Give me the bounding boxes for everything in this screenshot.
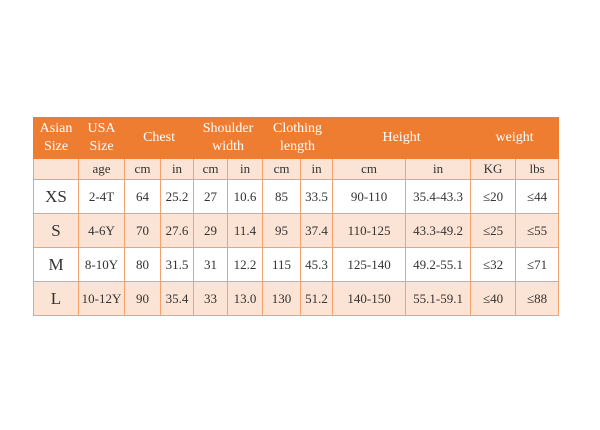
size-row: L 10-12Y 90 35.4 33 13.0 130 51.2 140-150 55.1-59… [33,281,560,316]
table-cell: 8-10Y [78,247,125,282]
table-cell: ≤20 [470,179,517,214]
table-cell: 110-125 [332,213,407,248]
subheader-cell: age [78,158,125,180]
header-cell: Shoulder width [193,117,264,159]
size-row: XS 2-4T 64 25.2 27 10.6 85 33.5 90-110 35.4-43.3 ≤… [33,179,560,214]
table-cell: 49.2-55.1 [405,247,472,282]
table-cell: 45.3 [300,247,334,282]
table-cell: ≤44 [515,179,560,214]
table-cell: 70 [124,213,161,248]
table-cell: 64 [124,179,161,214]
header-cell: Clothing length [262,117,334,159]
table-cell: 10-12Y [78,281,125,316]
subheader-cell: cm [332,158,407,180]
table-cell: 130 [262,281,302,316]
subheader-cell: in [227,158,264,180]
table-cell: 35.4-43.3 [405,179,472,214]
table-cell: 95 [262,213,302,248]
table-cell: ≤71 [515,247,560,282]
table-cell: 85 [262,179,302,214]
table-cell: 4-6Y [78,213,125,248]
subheader-cell: cm [124,158,161,180]
table-cell: ≤88 [515,281,560,316]
subheader-cell: cm [262,158,302,180]
table-cell: 27.6 [159,213,195,248]
table-cell: ≤55 [515,213,560,248]
table-cell: 90 [124,281,161,316]
table-cell: 80 [124,247,161,282]
table-cell: 33.5 [300,179,334,214]
table-cell: 43.3-49.2 [405,213,472,248]
table-cell: ≤32 [470,247,517,282]
table-cell: 31 [193,247,229,282]
table-cell: XS [33,179,79,214]
table-cell: 25.2 [159,179,195,214]
table-cell: ≤25 [470,213,517,248]
table-cell: 35.4 [159,281,195,316]
header-cell: Asian Size [33,117,79,159]
table-cell: 2-4T [78,179,125,214]
table-cell: S [33,213,79,248]
table-body: Asian Size USA Size Chest Shoulder width Clo… [33,117,560,316]
subheader-cell: lbs [515,158,560,180]
subheader-cell: in [159,158,195,180]
subheader-cell [33,158,79,180]
size-row: S 4-6Y 70 27.6 29 11.4 95 37.4 110-125 43.3-49.2 ≤… [33,213,560,248]
header-cell: weight [470,117,560,159]
table-cell: 37.4 [300,213,334,248]
size-row: M 8-10Y 80 31.5 31 12.2 115 45.3 125-140 49.2-55.… [33,247,560,282]
table-cell: 29 [193,213,229,248]
table-cell: 13.0 [227,281,264,316]
header-cell: Height [332,117,472,159]
table-cell: M [33,247,79,282]
table-cell: ≤40 [470,281,517,316]
table-cell: 11.4 [227,213,264,248]
table-cell: 33 [193,281,229,316]
header-row: Asian Size USA Size Chest Shoulder width Clo… [33,117,560,159]
table-cell: 115 [262,247,302,282]
table-cell: 12.2 [227,247,264,282]
table-cell: 51.2 [300,281,334,316]
header-cell: USA Size [78,117,125,159]
subheader-row: age cm in cm in cm in cm in KG lbs [33,158,560,180]
table-cell: 90-110 [332,179,407,214]
table-cell: 10.6 [227,179,264,214]
table-cell: 55.1-59.1 [405,281,472,316]
table-cell: 140-150 [332,281,407,316]
subheader-cell: in [300,158,334,180]
header-cell: Chest [123,117,195,159]
subheader-cell: in [405,158,472,180]
table-cell: 27 [193,179,229,214]
table-cell: 125-140 [332,247,407,282]
table-cell: 31.5 [159,247,195,282]
size-table: Asian Size USA Size Chest Shoulder width Clo… [33,117,560,316]
table-cell: L [33,281,79,316]
subheader-cell: KG [470,158,517,180]
subheader-cell: cm [193,158,229,180]
